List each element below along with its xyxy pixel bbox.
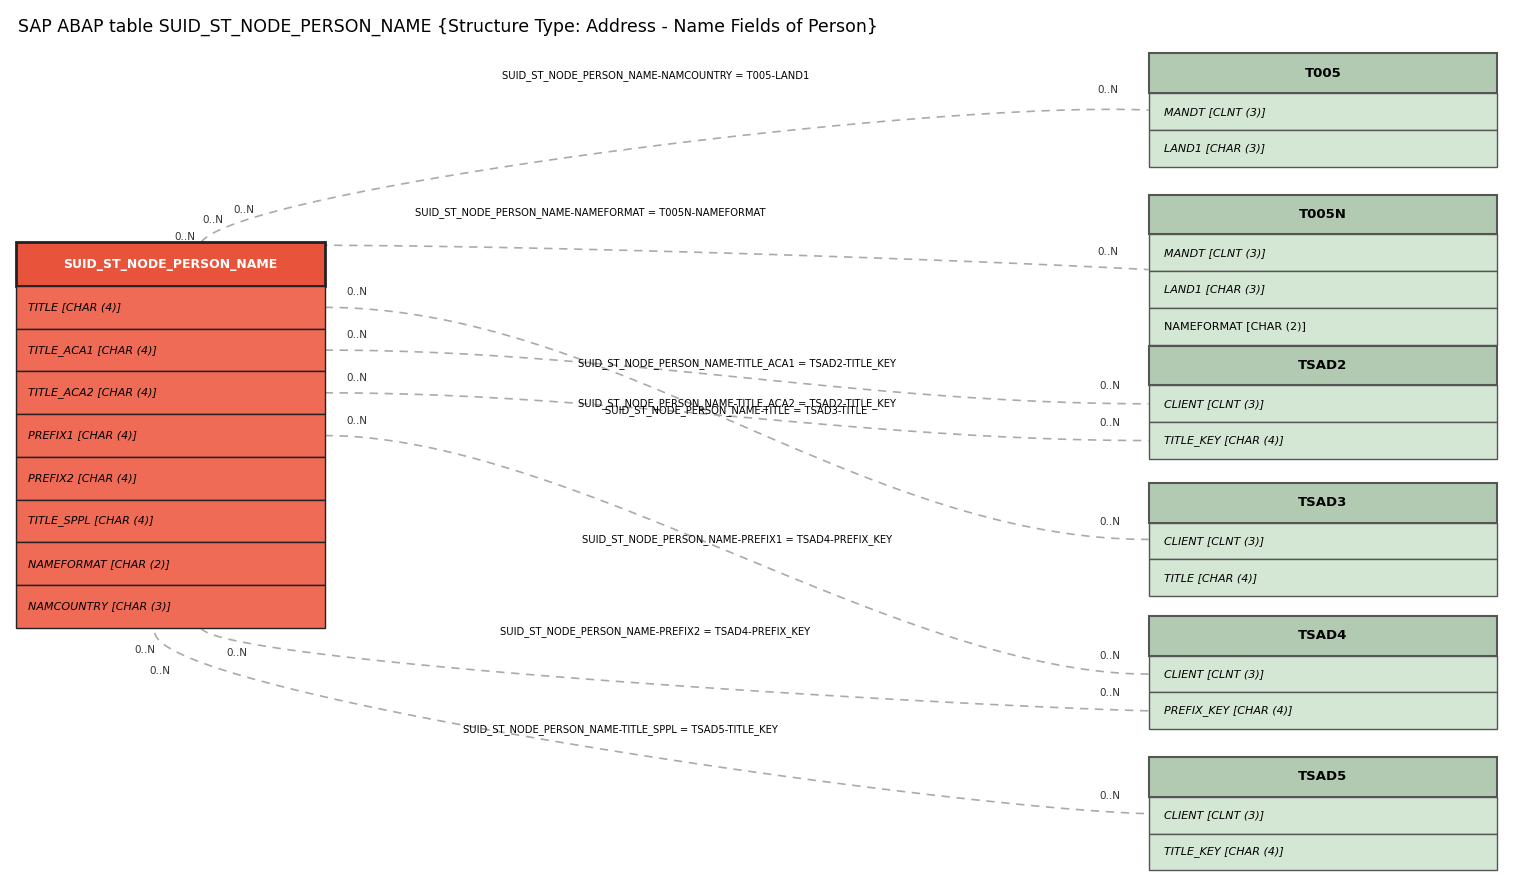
Bar bbox=[15, 585, 325, 628]
Bar bbox=[1148, 833, 1497, 871]
Text: CLIENT [CLNT (3)]: CLIENT [CLNT (3)] bbox=[1164, 536, 1264, 546]
Bar bbox=[1148, 308, 1497, 345]
Bar bbox=[1148, 93, 1497, 130]
Text: MANDT [CLNT (3)]: MANDT [CLNT (3)] bbox=[1164, 106, 1265, 117]
Text: 0..N: 0..N bbox=[1098, 246, 1118, 256]
Text: 0..N: 0..N bbox=[226, 647, 247, 658]
Text: TSAD4: TSAD4 bbox=[1299, 630, 1347, 642]
Text: 0..N: 0..N bbox=[150, 665, 171, 676]
Bar bbox=[1148, 797, 1497, 833]
Text: TSAD2: TSAD2 bbox=[1299, 359, 1347, 372]
Bar bbox=[15, 329, 325, 371]
Text: 0..N: 0..N bbox=[346, 330, 367, 340]
Text: 0..N: 0..N bbox=[1100, 688, 1121, 698]
Text: NAMEFORMAT [CHAR (2)]: NAMEFORMAT [CHAR (2)] bbox=[27, 559, 170, 569]
Text: SUID_ST_NODE_PERSON_NAME-TITLE_ACA1 = TSAD2-TITLE_KEY: SUID_ST_NODE_PERSON_NAME-TITLE_ACA1 = TS… bbox=[578, 359, 895, 370]
Text: TITLE [CHAR (4)]: TITLE [CHAR (4)] bbox=[1164, 572, 1256, 582]
Text: SUID_ST_NODE_PERSON_NAME-TITLE = TSAD3-TITLE: SUID_ST_NODE_PERSON_NAME-TITLE = TSAD3-T… bbox=[605, 405, 868, 416]
Text: 0..N: 0..N bbox=[174, 232, 196, 242]
Text: TITLE_KEY [CHAR (4)]: TITLE_KEY [CHAR (4)] bbox=[1164, 847, 1283, 857]
Bar bbox=[1148, 271, 1497, 308]
Bar bbox=[1148, 757, 1497, 797]
Text: MANDT [CLNT (3)]: MANDT [CLNT (3)] bbox=[1164, 247, 1265, 258]
Text: CLIENT [CLNT (3)]: CLIENT [CLNT (3)] bbox=[1164, 669, 1264, 679]
Text: PREFIX_KEY [CHAR (4)]: PREFIX_KEY [CHAR (4)] bbox=[1164, 705, 1292, 716]
Text: LAND1 [CHAR (3)]: LAND1 [CHAR (3)] bbox=[1164, 144, 1265, 154]
Text: T005: T005 bbox=[1305, 67, 1341, 79]
Text: LAND1 [CHAR (3)]: LAND1 [CHAR (3)] bbox=[1164, 285, 1265, 295]
Text: CLIENT [CLNT (3)]: CLIENT [CLNT (3)] bbox=[1164, 810, 1264, 820]
Text: SUID_ST_NODE_PERSON_NAME: SUID_ST_NODE_PERSON_NAME bbox=[64, 258, 278, 271]
Text: 0..N: 0..N bbox=[1100, 418, 1121, 428]
Text: TITLE_KEY [CHAR (4)]: TITLE_KEY [CHAR (4)] bbox=[1164, 435, 1283, 446]
Text: SUID_ST_NODE_PERSON_NAME-TITLE_SPPL = TSAD5-TITLE_KEY: SUID_ST_NODE_PERSON_NAME-TITLE_SPPL = TS… bbox=[463, 724, 778, 735]
Text: SUID_ST_NODE_PERSON_NAME-PREFIX1 = TSAD4-PREFIX_KEY: SUID_ST_NODE_PERSON_NAME-PREFIX1 = TSAD4… bbox=[581, 535, 892, 546]
Bar bbox=[1148, 616, 1497, 655]
Text: NAMEFORMAT [CHAR (2)]: NAMEFORMAT [CHAR (2)] bbox=[1164, 321, 1306, 331]
Text: 0..N: 0..N bbox=[1100, 791, 1121, 801]
Text: SUID_ST_NODE_PERSON_NAME-PREFIX2 = TSAD4-PREFIX_KEY: SUID_ST_NODE_PERSON_NAME-PREFIX2 = TSAD4… bbox=[501, 626, 810, 638]
Bar bbox=[15, 414, 325, 457]
Bar bbox=[15, 457, 325, 500]
Bar bbox=[1148, 655, 1497, 692]
Bar bbox=[1148, 234, 1497, 271]
Bar bbox=[1148, 522, 1497, 559]
Text: 0..N: 0..N bbox=[135, 645, 155, 655]
Bar bbox=[1148, 54, 1497, 93]
Bar bbox=[1148, 422, 1497, 459]
Bar bbox=[1148, 559, 1497, 596]
Bar bbox=[1148, 692, 1497, 730]
Text: CLIENT [CLNT (3)]: CLIENT [CLNT (3)] bbox=[1164, 399, 1264, 409]
Text: 0..N: 0..N bbox=[203, 215, 225, 225]
Bar bbox=[15, 500, 325, 542]
Bar bbox=[15, 542, 325, 585]
Text: T005N: T005N bbox=[1299, 208, 1347, 221]
Bar bbox=[1148, 483, 1497, 522]
Text: SUID_ST_NODE_PERSON_NAME-NAMEFORMAT = T005N-NAMEFORMAT: SUID_ST_NODE_PERSON_NAME-NAMEFORMAT = T0… bbox=[416, 207, 766, 218]
Text: SUID_ST_NODE_PERSON_NAME-TITLE_ACA2 = TSAD2-TITLE_KEY: SUID_ST_NODE_PERSON_NAME-TITLE_ACA2 = TS… bbox=[578, 398, 895, 409]
Bar bbox=[15, 371, 325, 414]
Text: SAP ABAP table SUID_ST_NODE_PERSON_NAME {Structure Type: Address - Name Fields o: SAP ABAP table SUID_ST_NODE_PERSON_NAME … bbox=[18, 18, 878, 36]
Text: TITLE_ACA2 [CHAR (4)]: TITLE_ACA2 [CHAR (4)] bbox=[27, 388, 156, 398]
Text: 0..N: 0..N bbox=[1100, 651, 1121, 661]
Text: TITLE_SPPL [CHAR (4)]: TITLE_SPPL [CHAR (4)] bbox=[27, 515, 153, 527]
Bar bbox=[1148, 386, 1497, 422]
Text: TSAD5: TSAD5 bbox=[1299, 771, 1347, 783]
Text: NAMCOUNTRY [CHAR (3)]: NAMCOUNTRY [CHAR (3)] bbox=[27, 602, 171, 612]
Text: TSAD3: TSAD3 bbox=[1299, 497, 1347, 509]
Text: 0..N: 0..N bbox=[1100, 516, 1121, 527]
Bar bbox=[15, 242, 325, 286]
Text: TITLE [CHAR (4)]: TITLE [CHAR (4)] bbox=[27, 303, 121, 313]
Text: SUID_ST_NODE_PERSON_NAME-NAMCOUNTRY = T005-LAND1: SUID_ST_NODE_PERSON_NAME-NAMCOUNTRY = T0… bbox=[502, 70, 809, 80]
Bar bbox=[1148, 195, 1497, 234]
Text: 0..N: 0..N bbox=[1098, 85, 1118, 96]
Text: 0..N: 0..N bbox=[346, 415, 367, 426]
Text: 0..N: 0..N bbox=[234, 205, 253, 215]
Bar bbox=[15, 286, 325, 329]
Text: PREFIX1 [CHAR (4)]: PREFIX1 [CHAR (4)] bbox=[27, 430, 137, 440]
Text: 0..N: 0..N bbox=[1100, 381, 1121, 391]
Bar bbox=[1148, 130, 1497, 167]
Bar bbox=[1148, 346, 1497, 386]
Text: TITLE_ACA1 [CHAR (4)]: TITLE_ACA1 [CHAR (4)] bbox=[27, 345, 156, 355]
Text: 0..N: 0..N bbox=[346, 288, 367, 297]
Text: PREFIX2 [CHAR (4)]: PREFIX2 [CHAR (4)] bbox=[27, 473, 137, 483]
Text: 0..N: 0..N bbox=[346, 373, 367, 383]
